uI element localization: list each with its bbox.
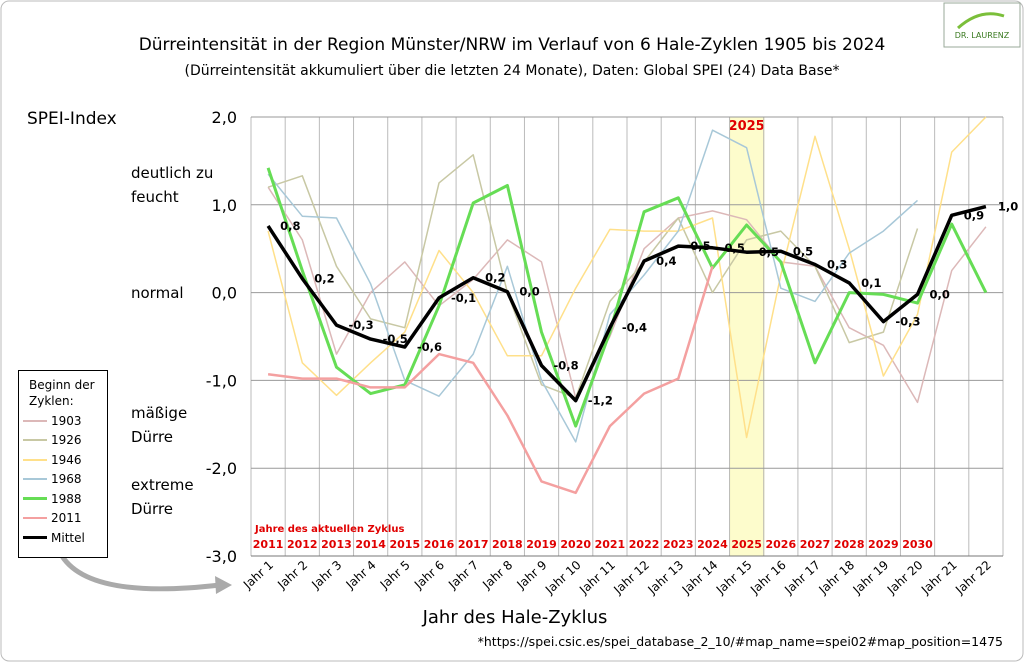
legend-item: 2011: [19, 509, 107, 529]
cycle-year: 2014: [355, 538, 386, 551]
data-label: 0,3: [827, 258, 847, 272]
cycle-year: 2020: [560, 538, 591, 551]
cycle-year: 2022: [629, 538, 660, 551]
data-label: -0,1: [451, 291, 476, 305]
data-label: 0,8: [280, 219, 300, 233]
cycle-year: 2024: [697, 538, 728, 551]
data-label: 0,0: [519, 285, 539, 299]
arrow-head: [215, 576, 232, 594]
cycle-year: 2019: [526, 538, 557, 551]
data-label: 0,5: [690, 239, 710, 253]
data-label: 0,1: [861, 276, 881, 290]
legend-swatch: [23, 458, 47, 461]
y-axis-label: SPEI-Index: [27, 109, 117, 129]
cycle-year: 2021: [595, 538, 626, 551]
y-tick-label: 1,0: [212, 196, 237, 215]
highlight-band: [729, 116, 765, 557]
data-label: 0,2: [314, 272, 334, 286]
arrow: [59, 554, 221, 592]
x-axis-label: Jahr des Hale-Zyklus: [422, 607, 608, 628]
data-label: 0,2: [485, 271, 505, 285]
annotation: extreme Dürre: [131, 476, 194, 518]
legend: Beginn der Zyklen: 1903 1926 1946 1968 1988 2…: [18, 370, 108, 558]
footnote: *https://spei.csic.es/spei_database_2_10…: [478, 634, 1003, 649]
data-label: -0,5: [383, 332, 408, 346]
legend-item: 1926: [19, 431, 107, 451]
legend-item: Mittel: [19, 528, 107, 548]
legend-swatch: [23, 419, 47, 422]
legend-label: Mittel: [51, 530, 85, 545]
cycle-year: 2018: [492, 538, 523, 551]
chart-title: Dürreintensität in der Region Münster/NR…: [139, 35, 886, 55]
legend-label: 1946: [51, 452, 82, 467]
cycle-label: Jahre des aktuellen Zyklus: [254, 524, 404, 535]
legend-item: 1903: [19, 411, 107, 431]
legend-item: 1988: [19, 489, 107, 509]
data-label: -0,3: [895, 315, 920, 329]
legend-swatch: [23, 478, 47, 481]
legend-label: 1988: [51, 491, 82, 506]
cycle-year: 2011: [253, 538, 284, 551]
cycle-year: 2012: [287, 538, 318, 551]
legend-label: 1903: [51, 413, 82, 428]
data-label: 0,5: [759, 245, 779, 259]
y-tick-label: -3,0: [206, 547, 237, 566]
data-label: -0,6: [417, 340, 442, 354]
chart-subtitle: (Dürreintensität akkumuliert über die le…: [185, 63, 840, 79]
legend-label: 2011: [51, 511, 82, 526]
data-label: 0,9: [964, 208, 984, 222]
y-tick-label: -2,0: [206, 459, 237, 478]
legend-swatch: [23, 517, 47, 520]
logo-box: [943, 2, 1021, 48]
data-label: -1,2: [588, 394, 613, 408]
legend-swatch: [23, 439, 47, 442]
cycle-year: 2016: [424, 538, 455, 551]
cycle-year: 2015: [390, 538, 421, 551]
cycle-year: 2029: [868, 538, 899, 551]
series-line: [267, 265, 714, 495]
logo-text: DR. LAURENZ: [955, 31, 1010, 40]
legend-title: Beginn der Zyklen:: [29, 378, 95, 408]
cycle-year: 2030: [902, 538, 933, 551]
highlight-label: 2025: [729, 119, 765, 134]
cycle-year: 2013: [321, 538, 352, 551]
data-label: -0,8: [554, 358, 579, 372]
legend-item: 1946: [19, 450, 107, 470]
annotation: mäßige Dürre: [131, 404, 188, 446]
cycle-year: 2028: [834, 538, 865, 551]
legend-item: 1968: [19, 470, 107, 490]
y-tick-label: 0,0: [212, 284, 237, 303]
data-label: 0,5: [724, 241, 744, 255]
legend-label: 1968: [51, 472, 82, 487]
legend-swatch: [23, 497, 47, 501]
data-label: 0,4: [656, 254, 676, 268]
annotation: deutlich zu feucht: [131, 164, 214, 206]
cycle-year: 2027: [800, 538, 831, 551]
cycle-year: 2025: [731, 538, 762, 551]
annotation: normal: [131, 284, 184, 302]
series-line: [266, 167, 988, 428]
y-tick-label: -1,0: [206, 371, 237, 390]
cycle-year: 2023: [663, 538, 694, 551]
legend-swatch: [23, 536, 47, 540]
data-label: -0,4: [622, 321, 647, 335]
series-line: [266, 204, 987, 403]
legend-label: 1926: [51, 433, 82, 448]
data-label: 0,5: [793, 244, 813, 258]
data-label: -0,3: [348, 318, 373, 332]
cycle-year: 2017: [458, 538, 489, 551]
data-label: 1,0: [998, 200, 1018, 214]
series-line: [267, 116, 987, 439]
logo-swoosh: [956, 12, 1005, 30]
y-tick-label: 2,0: [212, 108, 237, 127]
cycle-year: 2026: [766, 538, 797, 551]
data-label: 0,0: [930, 287, 950, 301]
